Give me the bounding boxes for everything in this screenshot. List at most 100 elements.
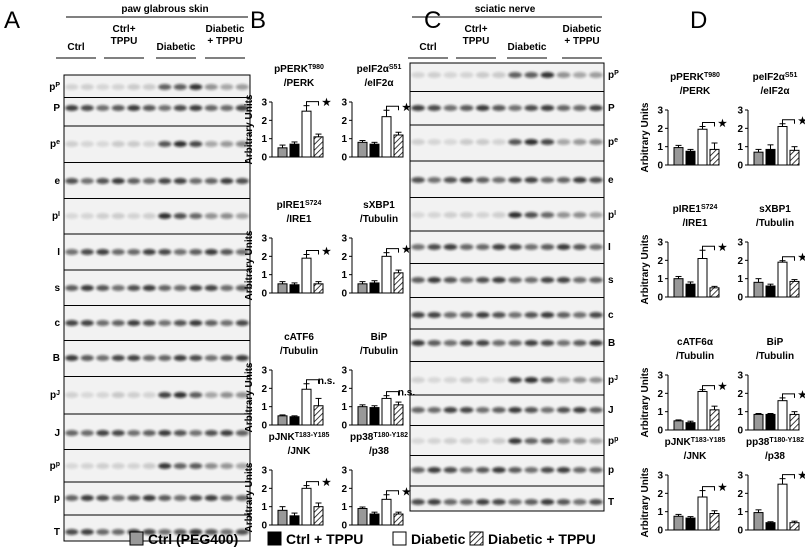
label-superscript: I (614, 210, 616, 217)
annotation: ★ (322, 478, 331, 489)
band (589, 312, 603, 318)
label-text: cATF6 (284, 332, 314, 343)
band (220, 178, 234, 184)
band (524, 407, 539, 413)
band (142, 463, 156, 469)
label-text: sXBP1 (363, 200, 395, 211)
band (65, 213, 79, 219)
label-text: /PERK (680, 86, 711, 97)
bar (697, 128, 708, 166)
band (220, 213, 234, 219)
chart-title: /JNK (288, 446, 312, 457)
label-text: c (54, 318, 60, 329)
y-tick-label: 2 (261, 484, 267, 495)
chart-title: cATF6α (677, 337, 714, 348)
band (204, 213, 218, 219)
blot-strip (409, 361, 605, 396)
band (459, 407, 474, 413)
band (204, 392, 218, 398)
y-tick-label: 1 (657, 407, 663, 418)
band (411, 467, 425, 473)
chart-title: /Tubulin (756, 218, 794, 229)
y-axis-label: Arbitrary Units (244, 94, 255, 164)
band (235, 529, 249, 535)
label-text: /Tubulin (676, 351, 714, 362)
band (475, 467, 490, 473)
band (96, 355, 110, 361)
annotation: ★ (798, 253, 805, 264)
band (158, 355, 172, 361)
band (142, 84, 156, 90)
band (235, 141, 249, 147)
band (572, 467, 587, 473)
label-text: peIF2α (357, 64, 390, 75)
band (96, 105, 110, 111)
label-superscript: T180-Y182 (373, 432, 408, 439)
band (80, 249, 94, 255)
band (111, 355, 125, 361)
chart-title: pJNKT183-Y185 (269, 432, 330, 444)
label-text: T (608, 497, 614, 508)
panel-letter: A (4, 7, 20, 34)
group-label: TPPU (463, 36, 490, 47)
band (556, 105, 571, 111)
label-text: p (608, 210, 614, 221)
band (492, 177, 506, 183)
group-label: Diabetic (563, 24, 602, 35)
bar (789, 522, 800, 531)
protein-label: P (608, 103, 615, 114)
band (96, 213, 110, 219)
bar (685, 283, 696, 298)
band (572, 377, 587, 383)
bar (393, 134, 404, 158)
blot-strip (409, 197, 605, 232)
y-tick-label: 3 (737, 471, 743, 482)
band (475, 277, 490, 283)
band (96, 529, 110, 535)
y-tick-label: 3 (657, 471, 663, 482)
band (204, 249, 218, 255)
label-text: pJNK (269, 432, 296, 443)
bar (277, 415, 288, 426)
label-text: p (50, 139, 56, 150)
band (475, 244, 490, 250)
chart-title: pp38T180-Y182 (350, 432, 408, 444)
protein-label: pI (608, 210, 616, 222)
blot-strip (63, 97, 251, 127)
bar (301, 110, 312, 158)
band (524, 244, 539, 250)
protein-label: pI (52, 211, 60, 223)
band (80, 320, 94, 326)
y-tick-label: 1 (341, 502, 347, 513)
band (158, 529, 172, 535)
panel-letter: D (690, 7, 707, 34)
y-tick-label: 3 (261, 366, 267, 377)
significance-bracket (386, 248, 399, 253)
label-superscript: J (56, 390, 60, 397)
y-tick-label: 2 (737, 389, 743, 400)
bar (313, 136, 324, 158)
blot-strip (63, 449, 251, 483)
band (475, 377, 490, 383)
band (111, 213, 125, 219)
blot-strip (63, 233, 251, 271)
y-tick-label: 2 (261, 384, 267, 395)
protein-label: T (54, 527, 60, 538)
significance-bracket (702, 486, 715, 491)
band (572, 177, 587, 183)
y-tick-label: 2 (341, 384, 347, 395)
label-text: /Tubulin (360, 346, 398, 357)
band (572, 340, 587, 346)
band (589, 467, 603, 473)
band (65, 84, 79, 90)
blot-strip (63, 481, 251, 516)
band (492, 244, 506, 250)
band (443, 377, 458, 383)
band (443, 312, 458, 318)
label-text: /Tubulin (756, 351, 794, 362)
band (158, 213, 172, 219)
band (96, 141, 110, 147)
y-tick-label: 0 (261, 289, 267, 300)
band (142, 355, 156, 361)
panel-letter: B (250, 7, 266, 34)
